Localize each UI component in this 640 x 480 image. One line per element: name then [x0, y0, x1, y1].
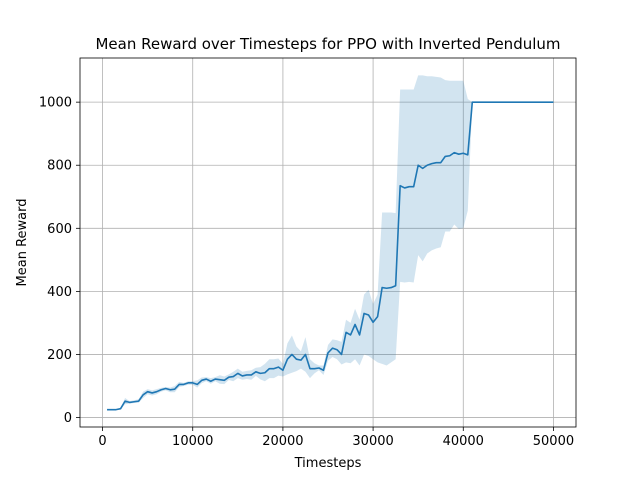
std-band — [107, 75, 554, 410]
y-tick-label: 800 — [47, 159, 72, 174]
x-axis-label: Timesteps — [294, 456, 362, 471]
series-line-layer — [107, 101, 554, 411]
x-tick-label: 10000 — [172, 434, 213, 449]
x-tick-label: 50000 — [533, 434, 574, 449]
chart-title: Mean Reward over Timesteps for PPO with … — [95, 35, 560, 53]
x-tick-label: 0 — [98, 434, 106, 449]
x-tick-label: 30000 — [352, 434, 393, 449]
y-tick-label: 400 — [47, 285, 72, 300]
y-axis-label: Mean Reward — [15, 199, 30, 287]
y-tick-label: 200 — [47, 348, 72, 363]
y-axis-ticks: 0 200 400 600 800 1000 — [39, 96, 80, 426]
std-band-layer — [107, 75, 554, 410]
grid-lines — [80, 58, 576, 427]
y-tick-label: 600 — [47, 222, 72, 237]
x-tick-label: 40000 — [443, 434, 484, 449]
y-tick-label: 0 — [64, 411, 72, 426]
mean-reward-line — [107, 101, 554, 411]
y-tick-label: 1000 — [39, 96, 72, 111]
plot-frame — [79, 57, 577, 428]
x-axis-ticks: 0 10000 20000 30000 40000 50000 — [98, 427, 574, 449]
x-tick-label: 20000 — [262, 434, 303, 449]
